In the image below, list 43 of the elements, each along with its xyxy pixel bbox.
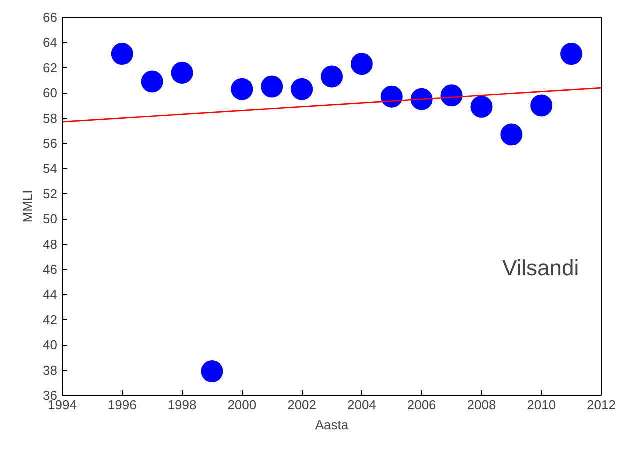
x-tick-label: 2004 [347, 398, 376, 412]
y-tick-label: 66 [43, 10, 58, 25]
y-tick-label: 50 [43, 212, 58, 227]
y-tick-label: 64 [43, 35, 58, 50]
x-tick-label: 2008 [467, 398, 496, 412]
point [500, 124, 523, 146]
y-tick-label: 42 [43, 312, 58, 328]
point [291, 78, 314, 100]
x-axis-title: Aasta [315, 418, 350, 432]
x-tick-label: 2006 [407, 398, 436, 412]
point [231, 78, 254, 100]
point [410, 88, 433, 110]
point [350, 53, 373, 76]
y-tick-label: 56 [43, 136, 58, 151]
x-tick-label: 2000 [228, 398, 257, 412]
annotation: Vilsandi [502, 256, 580, 280]
x-tick-label: 2002 [288, 398, 317, 412]
y-tick-label: 54 [43, 161, 58, 176]
point [560, 43, 583, 66]
y-tick-label: 46 [43, 262, 58, 277]
y-tick-label: 48 [43, 236, 58, 252]
y-axis-title: MMLI [20, 190, 36, 223]
point [261, 76, 284, 98]
y-tick-label: 44 [43, 287, 58, 302]
y-tick-label: 52 [43, 186, 58, 202]
x-tick-label: 1996 [108, 398, 137, 412]
point [440, 84, 463, 107]
point [111, 43, 134, 66]
y-tick-label: 58 [43, 110, 58, 126]
point [380, 86, 403, 108]
point [171, 62, 194, 84]
point [321, 66, 343, 88]
y-tick-label: 40 [43, 338, 58, 353]
y-tick-label: 38 [43, 362, 58, 378]
y-tick-label: 62 [43, 60, 58, 76]
point [530, 94, 553, 117]
point [201, 360, 224, 383]
x-tick-label: 1998 [168, 398, 197, 412]
x-tick-label: 2010 [527, 398, 556, 412]
point [141, 70, 164, 93]
x-tick-label: 2012 [587, 398, 616, 412]
point [470, 96, 493, 118]
y-tick-label: 60 [43, 86, 58, 101]
